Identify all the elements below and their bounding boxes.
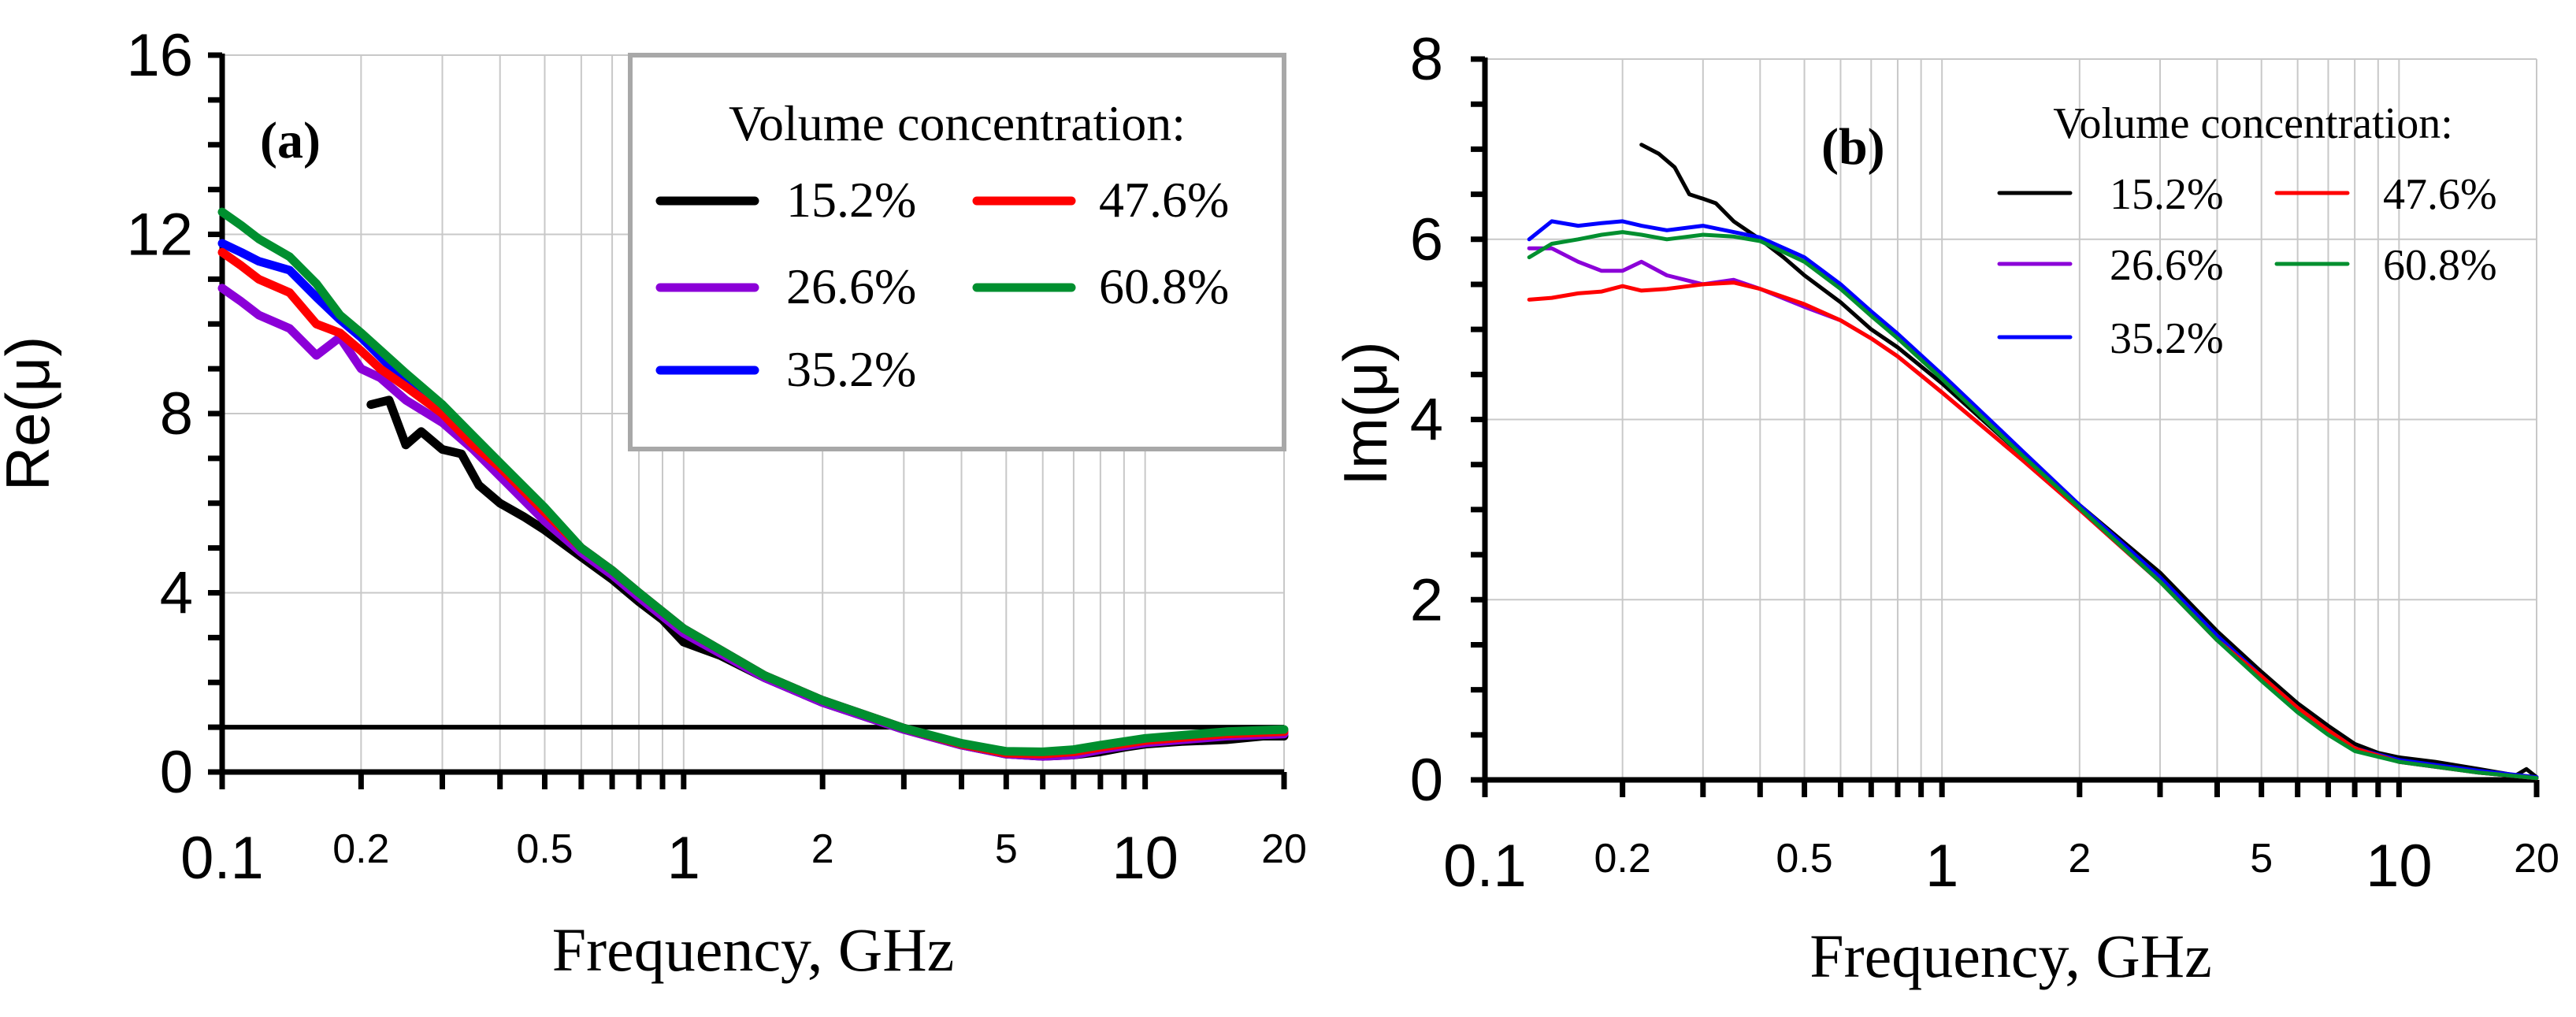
y-tick-label-2: 2 [1410,566,1443,633]
x-tick-label-0-1: 0.1 [180,825,264,892]
x-tick-label-2: 2 [2068,836,2091,882]
x-tick-label-1: 1 [667,825,700,892]
x-tick-label-0-2: 0.2 [1594,836,1651,882]
x-tick-label-5: 5 [2250,836,2273,882]
panel-label: (a) [260,112,321,169]
legend-label-60-8: 60.8% [1099,258,1229,314]
series-line-60-8 [217,207,1289,756]
x-tick-label-20: 20 [2514,836,2559,882]
y-axis-title: Re(μ) [0,336,62,492]
x-tick-label-5: 5 [995,826,1018,872]
series-line-60-8 [1527,230,2539,781]
y-tick-label-8: 8 [160,380,193,447]
y-axis-title: Im(μ) [1331,341,1400,486]
y-tick-label-4: 4 [1410,387,1443,454]
legend-label-35-2: 35.2% [786,341,916,397]
x-tick-label-0-2: 0.2 [332,826,389,872]
y-tick-label-0: 0 [160,739,193,806]
x-tick-label-1: 1 [1925,833,1958,900]
panel-b: 0 2 4 6 8 0.1 0.2 0.5 1 2 5 10 20 Frequency, GHz Im(μ)… [1331,26,2559,990]
y-tick-label-8: 8 [1410,26,1443,93]
legend-title: Volume concentration: [729,95,1186,151]
panel-label: (b) [1821,118,1885,176]
legend-label-26-6: 26.6% [2110,241,2224,290]
series-line-47-6 [1527,280,2539,781]
legend-label-60-8: 60.8% [2383,241,2497,290]
series-line-26-6 [1527,246,2539,781]
legend-label-15-2: 15.2% [786,172,916,228]
x-tick-label-10: 10 [2366,833,2433,900]
series-line-35-2 [1527,219,2539,780]
x-tick-label-20: 20 [1261,826,1307,872]
y-tick-label-16: 16 [126,22,193,89]
legend-label-47-6: 47.6% [2383,170,2497,219]
legend: Volume concentration: 15.2% 47.6% 26.6% 60.8… [628,53,1286,451]
legend-box [628,53,1286,451]
x-tick-label-0-5: 0.5 [1776,836,1832,882]
legend-label-35-2: 35.2% [2110,314,2224,363]
y-tick-label-0: 0 [1410,747,1443,814]
y-tick-label-6: 6 [1410,206,1443,273]
legend-label-47-6: 47.6% [1099,172,1229,228]
x-tick-label-0-5: 0.5 [516,826,573,872]
legend-label-26-6: 26.6% [786,258,916,314]
x-tick-label-0-1: 0.1 [1443,833,1527,900]
legend-label-15-2: 15.2% [2110,170,2224,219]
x-axis-title: Frequency, GHz [552,915,954,984]
y-tick-label-4: 4 [160,560,193,627]
x-tick-label-2: 2 [811,826,834,872]
x-axis-title: Frequency, GHz [1810,922,2211,990]
legend: Volume concentration: 15.2% 47.6% 26.6% 60.8… [1997,99,2497,363]
y-tick-label-12: 12 [126,202,193,269]
x-tick-label-10: 10 [1112,825,1179,892]
legend-title: Volume concentration: [2053,99,2453,148]
